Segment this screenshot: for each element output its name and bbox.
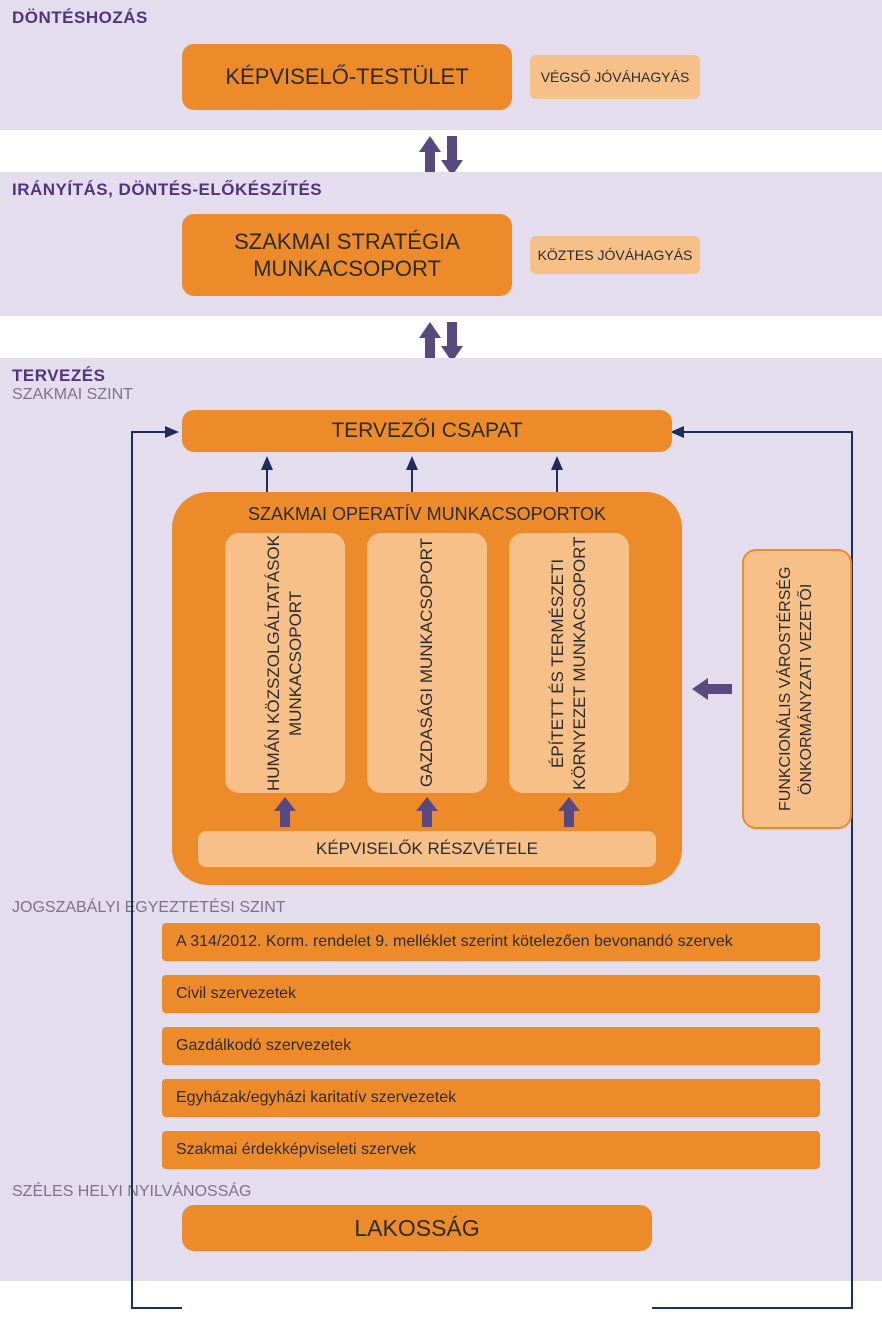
box-lakossag: LAKOSSÁG bbox=[182, 1205, 652, 1251]
legal-list-item: Civil szervezetek bbox=[162, 975, 820, 1013]
box-kepviselok-reszvetele: KÉPVISELŐK RÉSZVÉTELE bbox=[198, 831, 656, 867]
sub-jogszabalyi: JOGSZABÁLYI EGYEZTETÉSI SZINT bbox=[12, 899, 870, 917]
arrow-up-icon bbox=[418, 797, 436, 827]
section-planning: TERVEZÉS SZAKMAI SZINT TERVEZŐI CSAPAT bbox=[0, 358, 882, 1281]
sub-nyilvanossag: SZÉLES HELYI NYILVÁNOSSÁG bbox=[12, 1183, 870, 1201]
box-szakmai-strategia: SZAKMAI STRATÉGIA MUNKACSOPORT bbox=[182, 214, 512, 296]
wg-arrows-row bbox=[190, 793, 664, 831]
arrow-up-icon bbox=[276, 797, 294, 827]
section-decision: DÖNTÉSHOZÁS KÉPVISELŐ-TESTÜLET VÉGSŐ JÓV… bbox=[0, 0, 882, 130]
tag-vegso-jovahagyas: VÉGSŐ JÓVÁHAGYÁS bbox=[530, 55, 700, 99]
sub-szakmai-szint: SZAKMAI SZINT bbox=[12, 386, 870, 404]
arrow-down-icon bbox=[443, 136, 461, 176]
arrow-down-icon bbox=[443, 322, 461, 362]
box-funkcionalis-varosterseg: FUNKCIONÁLIS VÁROSTÉRSÉG ÖNKORMÁNYZATI V… bbox=[742, 549, 852, 829]
section-title: IRÁNYÍTÁS, DÖNTÉS-ELŐKÉSZÍTÉS bbox=[12, 180, 870, 200]
workgroups-row: HUMÁN KÖZSZOLGÁLTATÁSOK MUNKACSOPORT GAZ… bbox=[190, 533, 664, 793]
box-tervezoi-csapat: TERVEZŐI CSAPAT bbox=[182, 410, 672, 452]
wg-human: HUMÁN KÖZSZOLGÁLTATÁSOK MUNKACSOPORT bbox=[225, 533, 345, 793]
legal-list-item: Szakmai érdekképviseleti szervek bbox=[162, 1131, 820, 1169]
operative-container: SZAKMAI OPERATÍV MUNKACSOPORTOK HUMÁN KÖ… bbox=[172, 492, 682, 885]
tag-koztes-jovahagyas: KÖZTES JÓVÁHAGYÁS bbox=[530, 236, 700, 274]
legal-list-item: Egyházak/egyházi karitatív szervezetek bbox=[162, 1079, 820, 1117]
arrow-left-icon bbox=[692, 680, 732, 698]
legal-list: A 314/2012. Korm. rendelet 9. melléklet … bbox=[162, 923, 820, 1169]
box-kepviselo-testulet: KÉPVISELŐ-TESTÜLET bbox=[182, 44, 512, 110]
legal-list-item: Gazdálkodó szervezetek bbox=[162, 1027, 820, 1065]
wg-gazdasagi: GAZDASÁGI MUNKACSOPORT bbox=[367, 533, 487, 793]
section-title: DÖNTÉSHOZÁS bbox=[12, 8, 870, 28]
legal-list-item: A 314/2012. Korm. rendelet 9. melléklet … bbox=[162, 923, 820, 961]
arrow-up-icon bbox=[421, 322, 439, 362]
wg-kornyezet: ÉPÍTETT ÉS TERMÉSZETI KÖRNYEZET MUNKACSO… bbox=[509, 533, 629, 793]
operative-title: SZAKMAI OPERATÍV MUNKACSOPORTOK bbox=[190, 504, 664, 525]
section-title: TERVEZÉS bbox=[12, 366, 870, 386]
section-management: IRÁNYÍTÁS, DÖNTÉS-ELŐKÉSZÍTÉS SZAKMAI ST… bbox=[0, 172, 882, 316]
arrow-up-icon bbox=[560, 797, 578, 827]
arrow-up-icon bbox=[421, 136, 439, 176]
